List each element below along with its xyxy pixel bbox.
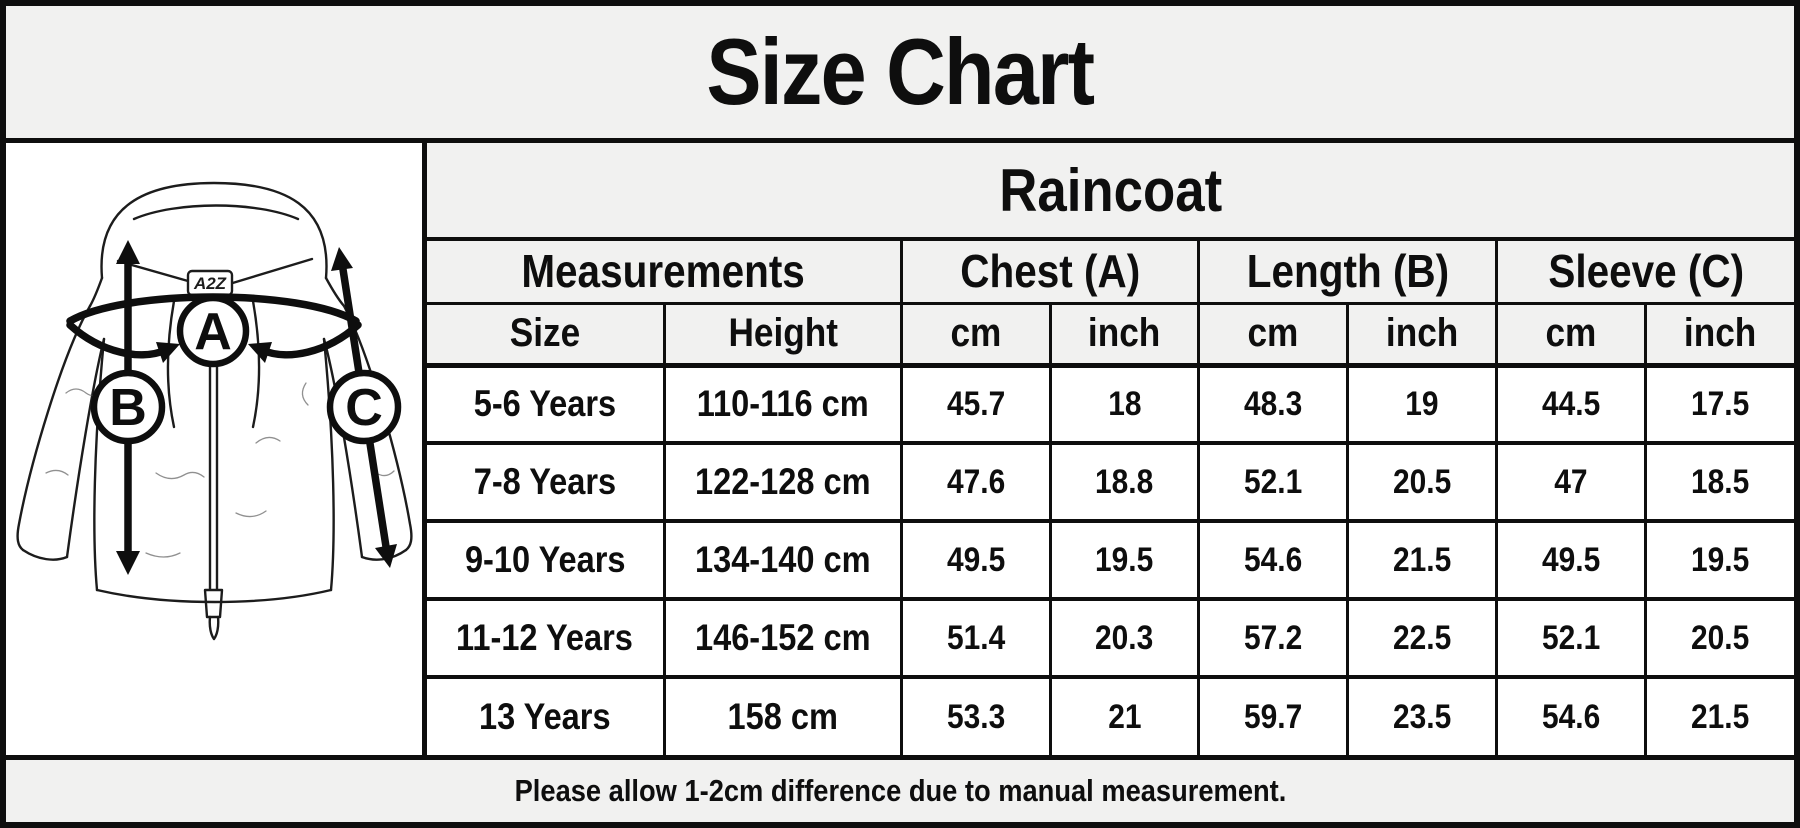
cell-chest-cm: 49.5 — [899, 519, 1052, 601]
cell-length-inch: 19 — [1346, 363, 1498, 445]
column-header-row: Size Height cm inch cm inch cm inch — [427, 301, 1794, 368]
cell-chest-inch: 19.5 — [1048, 519, 1201, 601]
hood-outline — [100, 181, 328, 280]
label-circle-b — [90, 369, 166, 445]
cell-chest-cm: 45.7 — [899, 363, 1052, 445]
col-header-chest-inch: inch — [1048, 301, 1201, 368]
cell-chest-inch: 21 — [1048, 675, 1201, 755]
col-header-sleeve-cm: cm — [1494, 301, 1647, 368]
cell-height: 146-152 cm — [662, 597, 903, 679]
cell-size: 11-12 Years — [427, 597, 666, 679]
right-sleeve — [342, 304, 413, 552]
group-header-chest: Chest (A) — [899, 237, 1201, 305]
cell-height: 158 cm — [662, 675, 903, 755]
cell-sleeve-cm: 49.5 — [1494, 519, 1647, 601]
cell-length-inch: 22.5 — [1346, 597, 1498, 679]
cell-size: 13 Years — [427, 675, 666, 755]
size-table: Raincoat Measurements Chest (A) Length (… — [427, 143, 1794, 755]
group-header-sleeve: Sleeve (C) — [1494, 237, 1794, 305]
raincoat-illustration-panel: A2Z — [6, 143, 427, 755]
cell-chest-cm: 47.6 — [899, 441, 1052, 523]
cell-length-inch: 20.5 — [1346, 441, 1498, 523]
cell-sleeve-inch: 21.5 — [1643, 675, 1794, 755]
size-table-panel: Raincoat Measurements Chest (A) Length (… — [427, 143, 1794, 755]
col-header-size: Size — [427, 301, 666, 368]
col-header-chest-cm: cm — [899, 301, 1052, 368]
group-header-row: Measurements Chest (A) Length (B) Sleeve… — [427, 237, 1794, 305]
body-right — [322, 337, 335, 592]
group-header-measurements: Measurements — [427, 237, 903, 305]
col-header-length-inch: inch — [1346, 301, 1498, 368]
cell-sleeve-cm: 54.6 — [1494, 675, 1647, 755]
page-title: Size Chart — [706, 19, 1096, 124]
cell-height: 122-128 cm — [662, 441, 903, 523]
cell-size: 5-6 Years — [427, 363, 666, 445]
table-row: 13 Years 158 cm 53.3 21 59.7 23.5 54.6 2… — [427, 675, 1794, 755]
col-header-length-cm: cm — [1197, 301, 1350, 368]
cell-length-cm: 54.6 — [1197, 519, 1350, 601]
cell-size: 9-10 Years — [427, 519, 666, 601]
cell-sleeve-cm: 47 — [1494, 441, 1647, 523]
label-a: A — [194, 303, 232, 361]
table-row: 5-6 Years 110-116 cm 45.7 18 48.3 19 44.… — [427, 363, 1794, 445]
cell-length-inch: 21.5 — [1346, 519, 1498, 601]
group-header-length: Length (B) — [1197, 237, 1498, 305]
title-bar: Size Chart — [6, 6, 1794, 143]
cell-length-cm: 48.3 — [1197, 363, 1350, 445]
table-row: 9-10 Years 134-140 cm 49.5 19.5 54.6 21.… — [427, 519, 1794, 601]
cell-sleeve-cm: 52.1 — [1494, 597, 1647, 679]
cell-sleeve-inch: 19.5 — [1643, 519, 1794, 601]
cell-height: 110-116 cm — [662, 363, 903, 445]
product-header-row: Raincoat — [427, 143, 1794, 241]
cell-chest-inch: 18 — [1048, 363, 1201, 445]
footer-note: Please allow 1-2cm difference due to man… — [514, 773, 1286, 808]
footer-note-bar: Please allow 1-2cm difference due to man… — [6, 755, 1794, 822]
cell-length-inch: 23.5 — [1346, 675, 1498, 755]
cell-length-cm: 59.7 — [1197, 675, 1350, 755]
cell-chest-inch: 18.8 — [1048, 441, 1201, 523]
drawstring-right — [251, 299, 261, 429]
cell-length-cm: 57.2 — [1197, 597, 1350, 679]
table-row: 7-8 Years 122-128 cm 47.6 18.8 52.1 20.5… — [427, 441, 1794, 523]
product-name: Raincoat — [427, 143, 1794, 241]
hem — [95, 588, 333, 604]
cell-size: 7-8 Years — [427, 441, 666, 523]
left-sleeve — [16, 304, 92, 552]
label-circle-a — [176, 294, 250, 368]
label-c: C — [345, 379, 383, 437]
cell-sleeve-inch: 18.5 — [1643, 441, 1794, 523]
drawstring-left — [166, 299, 176, 429]
cell-sleeve-inch: 20.5 — [1643, 597, 1794, 679]
cell-sleeve-inch: 17.5 — [1643, 363, 1794, 445]
content-area: A2Z — [6, 143, 1794, 755]
cell-chest-inch: 20.3 — [1048, 597, 1201, 679]
table-row: 11-12 Years 146-152 cm 51.4 20.3 57.2 22… — [427, 597, 1794, 679]
cell-chest-cm: 53.3 — [899, 675, 1052, 755]
label-b: B — [109, 379, 147, 437]
brand-logo-text: A2Z — [193, 274, 227, 293]
cell-length-cm: 52.1 — [1197, 441, 1350, 523]
label-circle-c — [326, 369, 402, 445]
cell-chest-cm: 51.4 — [899, 597, 1052, 679]
body-left — [93, 337, 106, 592]
raincoat-sketch-icon: A2Z — [16, 181, 413, 641]
col-header-sleeve-inch: inch — [1643, 301, 1794, 368]
cell-sleeve-cm: 44.5 — [1494, 363, 1647, 445]
cell-height: 134-140 cm — [662, 519, 903, 601]
col-header-height: Height — [662, 301, 903, 368]
